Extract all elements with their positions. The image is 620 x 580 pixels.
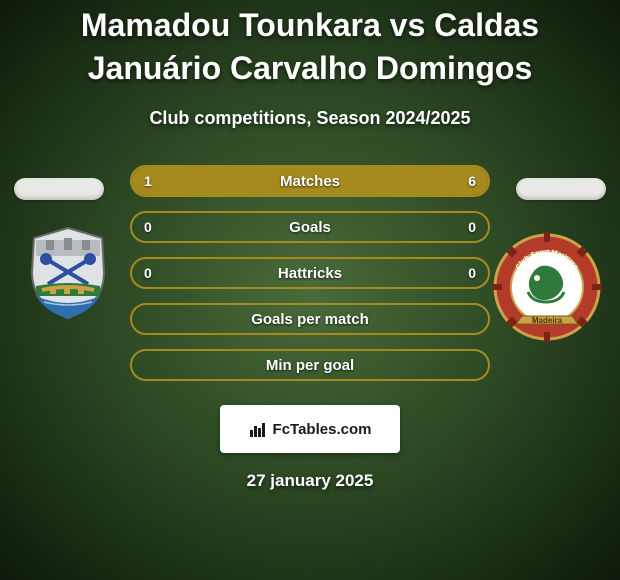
- stat-value-right: 0: [468, 265, 476, 281]
- stat-row: Matches 1 6: [130, 165, 490, 197]
- brand-text: FcTables.com: [273, 421, 372, 438]
- stat-fill-left: [132, 167, 182, 195]
- stat-row: Goals per match: [130, 303, 490, 335]
- stat-label: Goals: [289, 219, 331, 236]
- subtitle: Club competitions, Season 2024/2025: [149, 108, 470, 129]
- stat-label: Hattricks: [278, 265, 342, 282]
- stat-row: Min per goal: [130, 349, 490, 381]
- stat-label: Goals per match: [251, 311, 369, 328]
- stat-row: Hattricks 0 0: [130, 257, 490, 289]
- stat-row: Goals 0 0: [130, 211, 490, 243]
- date-text: 27 january 2025: [247, 471, 374, 491]
- stats-container: Matches 1 6 Goals 0 0 Hattricks 0 0 Goals per mat…: [0, 165, 620, 381]
- stat-value-right: 6: [468, 173, 476, 189]
- content-container: Mamadou Tounkara vs Caldas Januário Carv…: [0, 0, 620, 491]
- brand-box[interactable]: FcTables.com: [220, 405, 400, 453]
- stat-label: Matches: [280, 173, 340, 190]
- bars-icon: [249, 420, 267, 438]
- stat-value-left: 1: [144, 173, 152, 189]
- stat-value-right: 0: [468, 219, 476, 235]
- stat-label: Min per goal: [266, 357, 354, 374]
- stat-value-left: 0: [144, 219, 152, 235]
- stat-value-left: 0: [144, 265, 152, 281]
- page-title: Mamadou Tounkara vs Caldas Januário Carv…: [20, 4, 600, 90]
